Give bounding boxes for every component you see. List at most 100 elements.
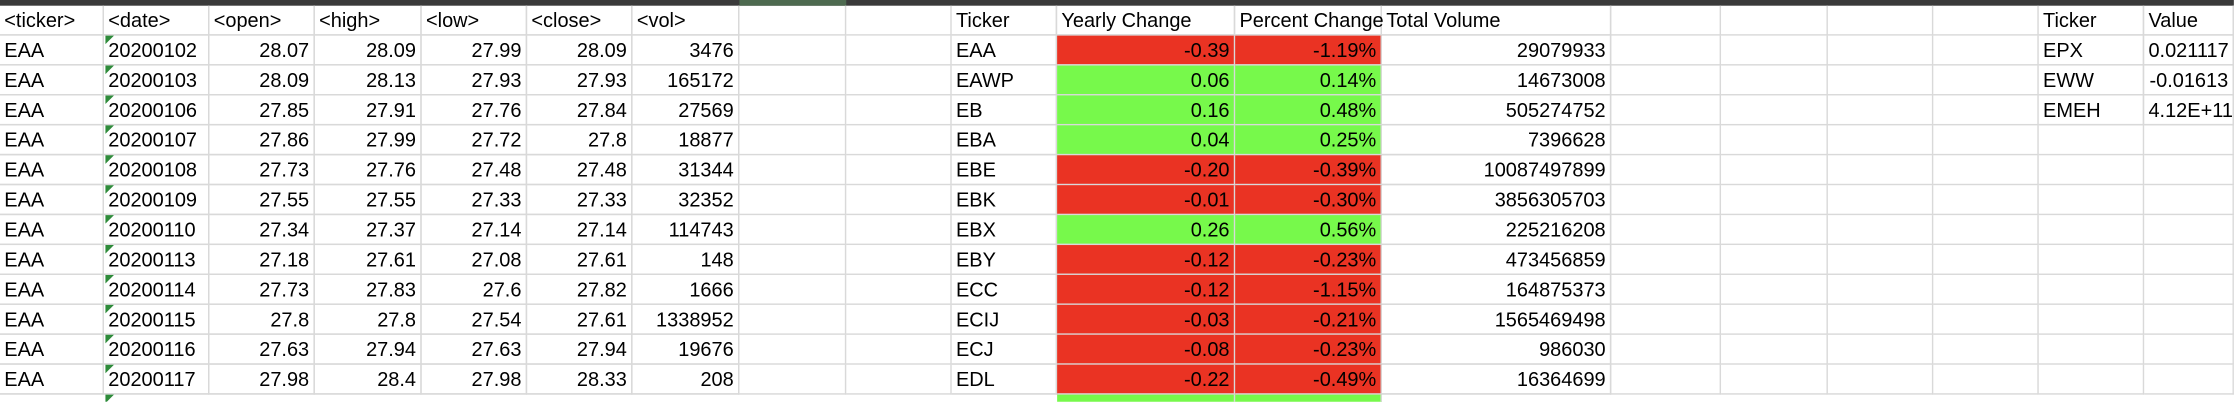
data-cell: EWW bbox=[2038, 65, 2145, 96]
number-as-text-indicator bbox=[105, 125, 114, 134]
data-cell: EPX bbox=[2038, 35, 2145, 66]
data-cell: 27.8 bbox=[209, 304, 315, 335]
header-cell: <close> bbox=[527, 5, 633, 36]
data-cell: 20200110 bbox=[104, 215, 210, 246]
empty-cell bbox=[2144, 245, 2234, 275]
empty-cell bbox=[1827, 5, 1934, 36]
data-cell: EAA bbox=[0, 334, 105, 365]
data-cell: EBA bbox=[951, 125, 1058, 156]
data-cell: 505274752 bbox=[1381, 95, 1612, 126]
data-cell: -0.23% bbox=[1235, 245, 1382, 275]
empty-cell bbox=[1933, 95, 2039, 126]
empty-cell bbox=[739, 304, 847, 335]
empty-cell bbox=[1721, 334, 1828, 365]
data-cell: 27.61 bbox=[314, 245, 422, 275]
empty-cell bbox=[2144, 334, 2234, 365]
empty-cell bbox=[2038, 334, 2145, 365]
number-as-text-indicator bbox=[105, 185, 114, 194]
top-bar bbox=[0, 0, 2234, 6]
data-cell: 27.48 bbox=[527, 155, 633, 186]
data-cell: -0.49% bbox=[1235, 364, 1382, 395]
empty-cell bbox=[846, 125, 952, 156]
empty-cell bbox=[739, 65, 847, 96]
empty-cell bbox=[1933, 35, 2039, 66]
empty-cell bbox=[1827, 364, 1934, 395]
data-cell: 28.07 bbox=[209, 35, 315, 66]
empty-cell bbox=[1933, 215, 2039, 246]
empty-cell bbox=[2038, 364, 2145, 395]
data-cell: 20200108 bbox=[104, 155, 210, 186]
data-cell: 27.8 bbox=[314, 304, 422, 335]
data-cell: EBX bbox=[951, 215, 1058, 246]
data-cell: 27.86 bbox=[209, 125, 315, 156]
data-cell: 28.09 bbox=[314, 35, 422, 66]
data-cell: 1338952 bbox=[632, 304, 740, 335]
data-cell: EAA bbox=[0, 35, 105, 66]
data-cell: 27.08 bbox=[421, 245, 528, 275]
header-cell: <low> bbox=[421, 5, 528, 36]
data-cell: 27.93 bbox=[527, 65, 633, 96]
data-cell: 19676 bbox=[632, 334, 740, 365]
data-cell: 0.04 bbox=[1057, 125, 1236, 156]
empty-cell bbox=[739, 125, 847, 156]
data-cell: 27.76 bbox=[314, 155, 422, 186]
empty-cell bbox=[2038, 274, 2145, 305]
empty-cell bbox=[846, 155, 952, 186]
empty-cell bbox=[1611, 364, 1722, 395]
header-cell: Yearly Change bbox=[1057, 5, 1236, 36]
data-cell: 27.99 bbox=[421, 35, 528, 66]
header-cell: Value bbox=[2144, 5, 2234, 36]
empty-cell bbox=[2038, 125, 2145, 156]
data-cell: -1.15% bbox=[1235, 274, 1382, 305]
empty-cell bbox=[739, 334, 847, 365]
number-as-text-indicator bbox=[105, 155, 114, 164]
data-cell: 14673008 bbox=[1381, 65, 1612, 96]
data-cell: -0.20 bbox=[1057, 155, 1236, 186]
empty-cell bbox=[1827, 245, 1934, 275]
empty-cell bbox=[2144, 155, 2234, 186]
empty-cell bbox=[2038, 245, 2145, 275]
empty-cell bbox=[739, 274, 847, 305]
data-cell: 27.83 bbox=[314, 274, 422, 305]
data-cell: 4.12E+11 bbox=[2144, 95, 2234, 126]
data-cell: 148 bbox=[632, 245, 740, 275]
data-cell: 27.84 bbox=[527, 95, 633, 126]
data-cell: 27.54 bbox=[421, 304, 528, 335]
data-cell: 20200114 bbox=[104, 274, 210, 305]
empty-cell bbox=[1827, 35, 1934, 66]
empty-cell bbox=[1827, 65, 1934, 96]
data-cell: 27.99 bbox=[314, 125, 422, 156]
empty-cell bbox=[2144, 304, 2234, 335]
empty-cell bbox=[1827, 155, 1934, 186]
empty-cell bbox=[1721, 185, 1828, 216]
empty-cell bbox=[739, 95, 847, 126]
data-cell: EMEH bbox=[2038, 95, 2145, 126]
data-cell: 0.25% bbox=[1235, 125, 1382, 156]
data-cell: 27569 bbox=[632, 95, 740, 126]
number-as-text-indicator bbox=[105, 274, 114, 284]
data-cell: -0.30% bbox=[1235, 185, 1382, 216]
data-cell: ECC bbox=[951, 274, 1058, 305]
empty-cell bbox=[1611, 215, 1722, 246]
header-cell: <ticker> bbox=[0, 5, 105, 36]
number-as-text-indicator bbox=[105, 394, 114, 402]
empty-cell bbox=[1721, 125, 1828, 156]
data-cell: 10087497899 bbox=[1381, 155, 1612, 186]
empty-cell bbox=[2144, 215, 2234, 246]
data-cell: ECJ bbox=[951, 334, 1058, 365]
data-cell: 20200116 bbox=[104, 334, 210, 365]
empty-cell bbox=[1827, 185, 1934, 216]
empty-cell bbox=[846, 65, 952, 96]
data-cell: -0.08 bbox=[1057, 334, 1236, 365]
data-cell: -0.01613 bbox=[2144, 65, 2234, 96]
data-cell: 27.33 bbox=[421, 185, 528, 216]
empty-cell bbox=[846, 304, 952, 335]
data-cell: 18877 bbox=[632, 125, 740, 156]
empty-cell bbox=[1933, 304, 2039, 335]
data-cell: EAA bbox=[0, 245, 105, 275]
data-cell: 0.16 bbox=[1057, 95, 1236, 126]
empty-cell bbox=[846, 364, 952, 395]
empty-cell bbox=[1933, 5, 2039, 36]
data-cell: 225216208 bbox=[1381, 215, 1612, 246]
data-cell: EAA bbox=[0, 274, 105, 305]
